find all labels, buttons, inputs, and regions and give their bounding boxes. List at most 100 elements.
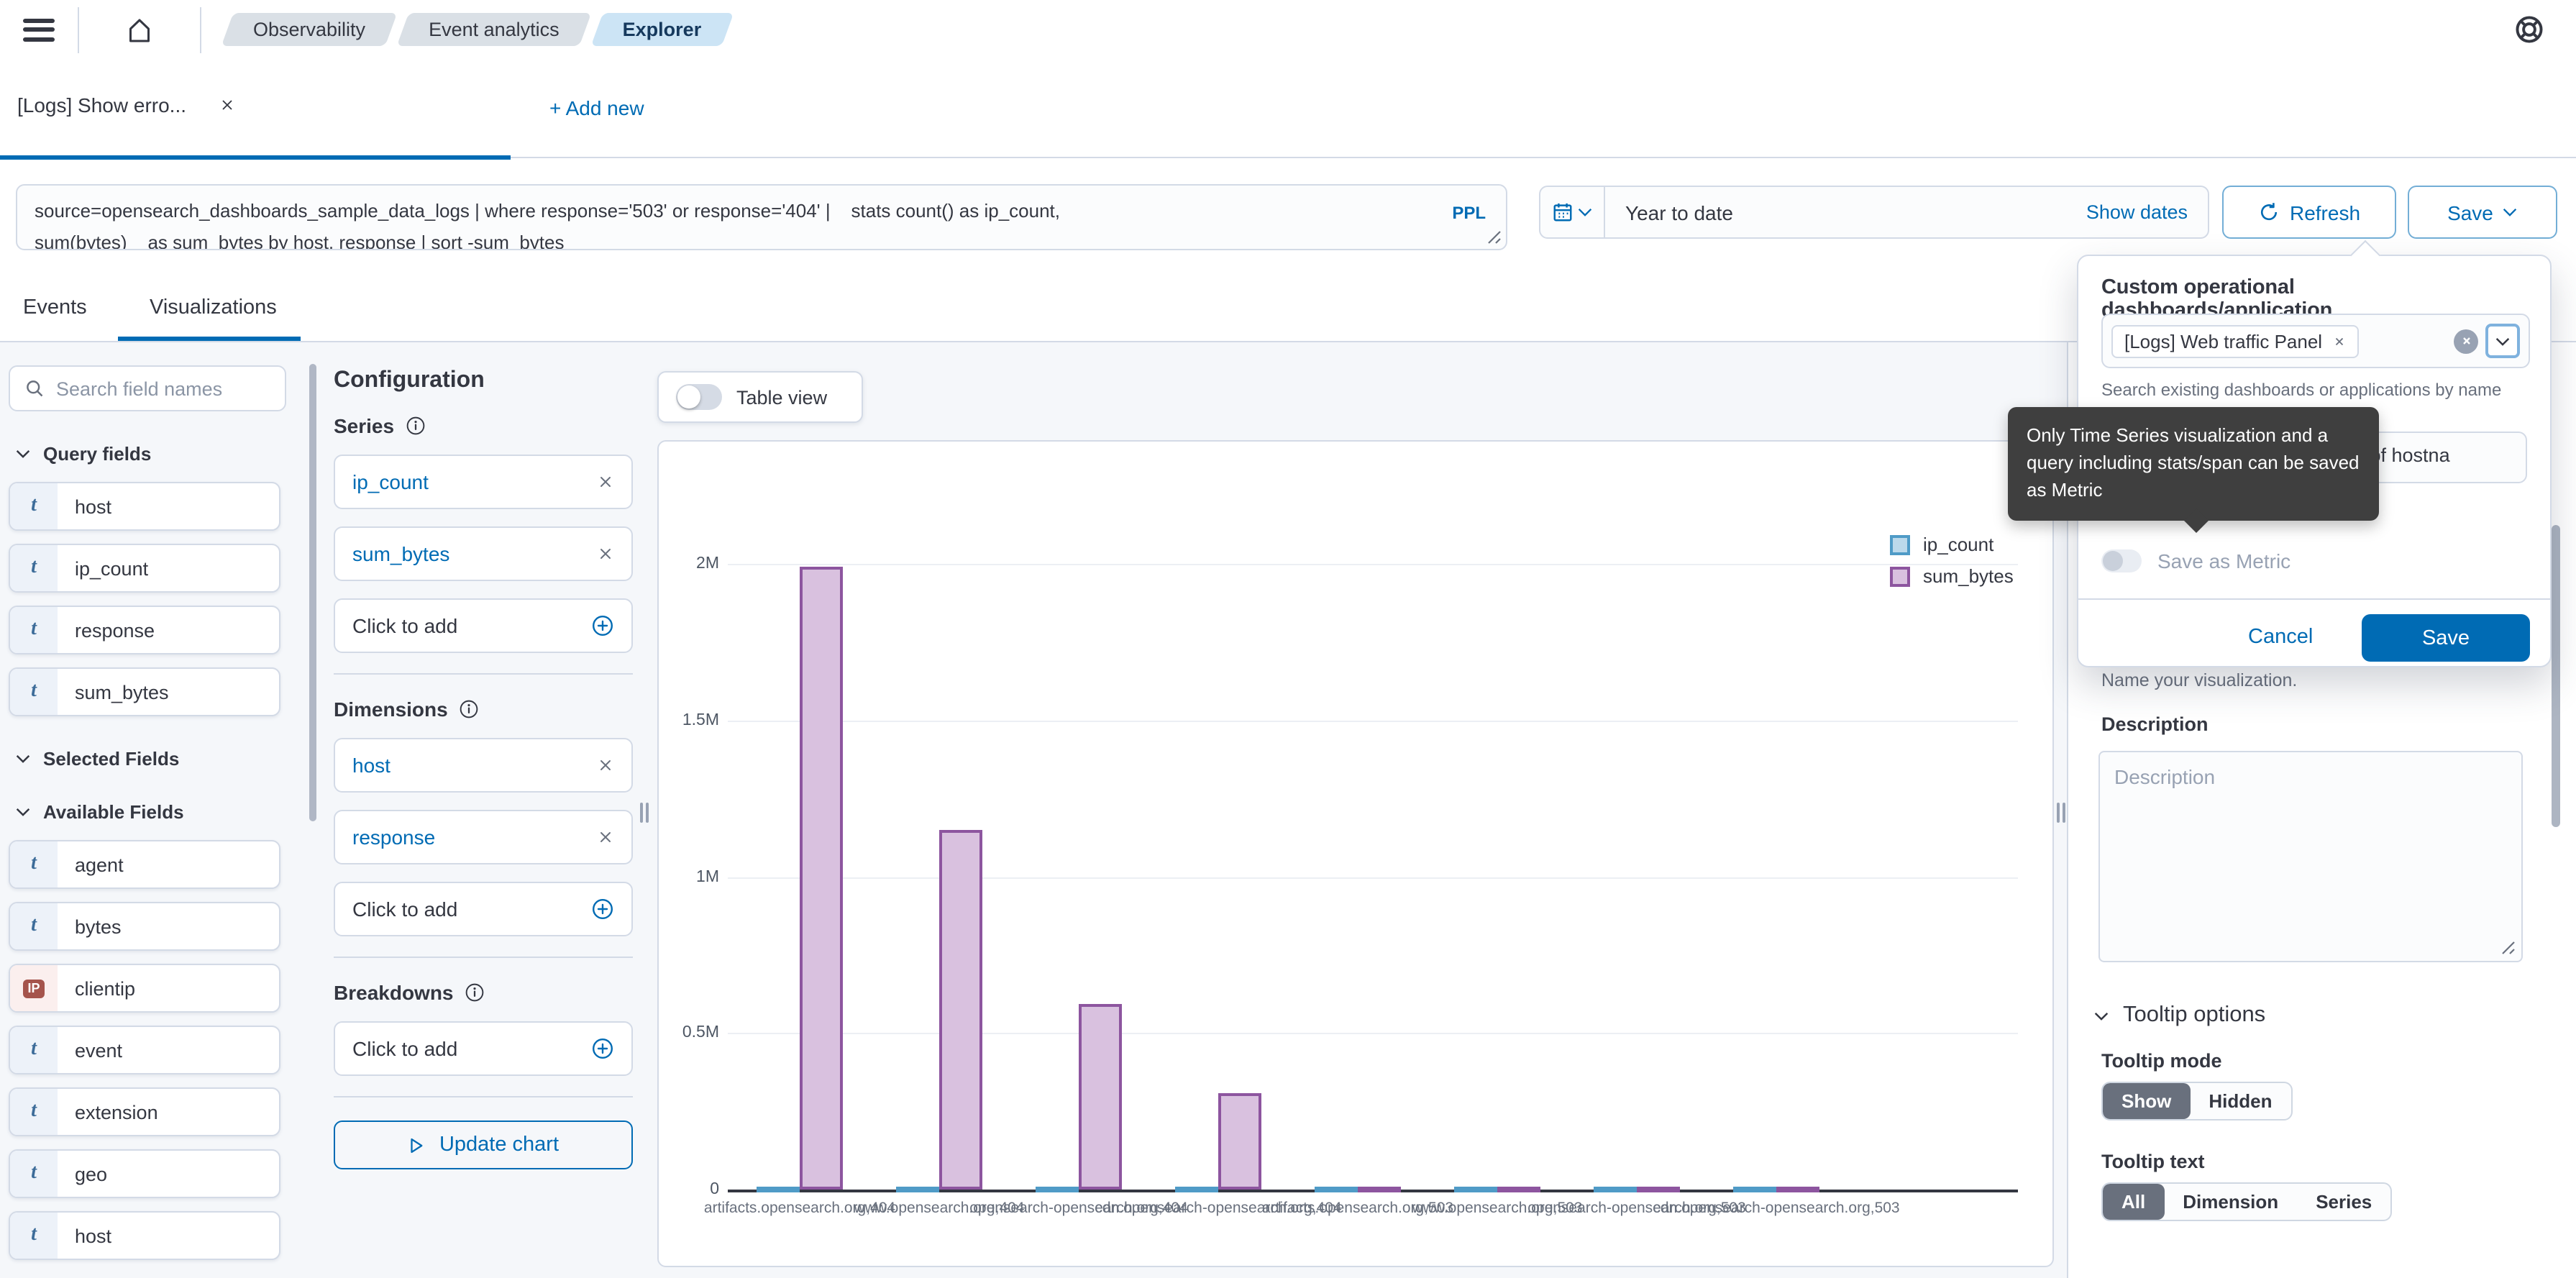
plus-circle-icon[interactable] — [591, 614, 614, 637]
bar-sum_bytes-6[interactable] — [1637, 1186, 1680, 1192]
remove-chip-icon[interactable] — [2332, 334, 2345, 347]
menu-icon[interactable] — [23, 18, 55, 41]
save-as-metric-toggle[interactable] — [2101, 549, 2142, 572]
config-item-ip_count[interactable]: ip_count — [334, 455, 633, 509]
config-item-sum_bytes[interactable]: sum_bytes — [334, 526, 633, 581]
tooltip-text-series[interactable]: Series — [2297, 1184, 2390, 1220]
field-item-ip_count[interactable]: tip_count — [9, 544, 280, 593]
table-view-toggle[interactable] — [676, 384, 722, 410]
cancel-button[interactable]: Cancel — [2248, 626, 2313, 649]
tab-logs-show-errors[interactable]: [Logs] Show erro... — [17, 93, 235, 117]
field-item-sum_bytes[interactable]: tsum_bytes — [9, 667, 280, 716]
bar-ip_count-0[interactable] — [757, 1186, 800, 1192]
bar-ip_count-1[interactable] — [896, 1186, 939, 1192]
field-name: event — [75, 1039, 122, 1061]
remove-item-icon[interactable] — [597, 757, 614, 774]
section-header-selected-fields[interactable]: Selected Fields — [16, 748, 322, 770]
breadcrumb-event-analytics[interactable]: Event analytics — [403, 13, 585, 46]
bar-sum_bytes-2[interactable] — [1079, 1003, 1122, 1190]
info-icon[interactable] — [406, 416, 426, 436]
panel-resizer-left[interactable] — [639, 800, 650, 826]
show-dates-button[interactable]: Show dates — [2086, 201, 2208, 223]
bar-ip_count-3[interactable] — [1175, 1186, 1218, 1192]
bar-ip_count-5[interactable] — [1454, 1186, 1497, 1192]
breadcrumb-explorer[interactable]: Explorer — [597, 13, 728, 46]
gridline — [728, 877, 2018, 878]
bar-sum_bytes-0[interactable] — [800, 567, 843, 1190]
remove-item-icon[interactable] — [597, 473, 614, 490]
legend-item-ip_count[interactable]: ip_count — [1890, 534, 2014, 555]
info-icon[interactable] — [460, 699, 480, 719]
field-item-bytes[interactable]: tbytes — [9, 902, 280, 951]
scrollbar[interactable] — [2552, 525, 2560, 827]
tooltip-text-all[interactable]: All — [2103, 1184, 2164, 1220]
bar-sum_bytes-7[interactable] — [1776, 1186, 1819, 1192]
remove-item-icon[interactable] — [597, 545, 614, 562]
bar-sum_bytes-3[interactable] — [1218, 1092, 1261, 1190]
remove-item-icon[interactable] — [597, 829, 614, 846]
field-item-response[interactable]: tresponse — [9, 606, 280, 654]
section-title: Selected Fields — [43, 748, 179, 770]
bar-ip_count-6[interactable] — [1594, 1186, 1637, 1192]
resize-handle-icon[interactable] — [1487, 230, 1502, 245]
bar-sum_bytes-4[interactable] — [1358, 1186, 1401, 1192]
selected-dashboard-chip[interactable]: [Logs] Web traffic Panel — [2111, 324, 2358, 357]
confirm-save-button[interactable]: Save — [2362, 614, 2530, 662]
y-axis-tick: 0 — [662, 1181, 719, 1198]
field-item-host[interactable]: thost — [9, 1211, 280, 1260]
field-item-agent[interactable]: tagent — [9, 840, 280, 889]
x-axis-label: cdn.opensearch-opensearch.org,503 — [1653, 1200, 1899, 1217]
clear-selection-icon[interactable] — [2454, 329, 2478, 353]
field-item-host[interactable]: thost — [9, 482, 280, 531]
refresh-label: Refresh — [2290, 201, 2360, 224]
refresh-button[interactable]: Refresh — [2222, 186, 2396, 239]
section-header-available-fields[interactable]: Available Fields — [16, 801, 322, 823]
plus-circle-icon[interactable] — [591, 1037, 614, 1060]
description-textarea[interactable]: Description — [2098, 751, 2523, 962]
save-dropdown-button[interactable]: Save — [2408, 186, 2557, 239]
config-item-host[interactable]: host — [334, 738, 633, 793]
query-input[interactable]: source=opensearch_dashboards_sample_data… — [16, 184, 1507, 250]
bar-ip_count-7[interactable] — [1733, 1186, 1776, 1192]
legend-item-sum_bytes[interactable]: sum_bytes — [1890, 565, 2014, 587]
bar-sum_bytes-1[interactable] — [939, 830, 982, 1190]
tooltip-mode-show[interactable]: Show — [2103, 1083, 2190, 1119]
tab-visualizations[interactable]: Visualizations — [150, 296, 277, 319]
tab-events[interactable]: Events — [23, 296, 87, 319]
info-icon[interactable] — [465, 982, 485, 1003]
add-new-tab-button[interactable]: + Add new — [549, 96, 644, 119]
bar-ip_count-4[interactable] — [1315, 1186, 1358, 1192]
section-header-query-fields[interactable]: Query fields — [16, 443, 322, 465]
tooltip-text-dimension[interactable]: Dimension — [2164, 1184, 2297, 1220]
field-item-geo[interactable]: tgeo — [9, 1149, 280, 1198]
update-chart-button[interactable]: Update chart — [334, 1120, 633, 1169]
breadcrumb-observability[interactable]: Observability — [227, 13, 391, 46]
bar-sum_bytes-5[interactable] — [1497, 1186, 1540, 1192]
search-input[interactable]: Search field names — [9, 365, 286, 411]
click-to-add-dimensions[interactable]: Click to add — [334, 882, 633, 936]
field-item-event[interactable]: tevent — [9, 1026, 280, 1074]
home-icon[interactable] — [111, 15, 168, 44]
metric-tooltip-text: Only Time Series visualization and a que… — [2027, 424, 2360, 500]
divider — [78, 6, 79, 53]
plus-circle-icon[interactable] — [591, 898, 614, 921]
tooltip-mode-hidden[interactable]: Hidden — [2190, 1083, 2290, 1119]
date-range-value[interactable]: Year to date — [1605, 201, 2086, 224]
dashboards-combobox[interactable]: [Logs] Web traffic Panel — [2101, 314, 2530, 368]
combobox-dropdown-icon[interactable] — [2485, 324, 2520, 358]
click-to-add-breakdowns[interactable]: Click to add — [334, 1021, 633, 1076]
calendar-dropdown-button[interactable] — [1540, 187, 1605, 237]
help-icon[interactable] — [2514, 14, 2544, 45]
close-icon[interactable] — [218, 96, 235, 114]
ip-field-icon: IP — [10, 965, 58, 1011]
bar-ip_count-2[interactable] — [1036, 1186, 1079, 1192]
config-item-response[interactable]: response — [334, 810, 633, 864]
tooltip-options-accordion[interactable]: Tooltip options — [2094, 1003, 2265, 1028]
resize-handle-icon[interactable] — [2501, 941, 2516, 955]
click-to-add-series[interactable]: Click to add — [334, 598, 633, 653]
scrollbar[interactable] — [309, 364, 316, 821]
field-item-extension[interactable]: textension — [9, 1087, 280, 1136]
save-label: Save — [2447, 201, 2493, 224]
field-item-clientip[interactable]: IPclientip — [9, 964, 280, 1013]
panel-resizer-right[interactable] — [2055, 800, 2067, 826]
